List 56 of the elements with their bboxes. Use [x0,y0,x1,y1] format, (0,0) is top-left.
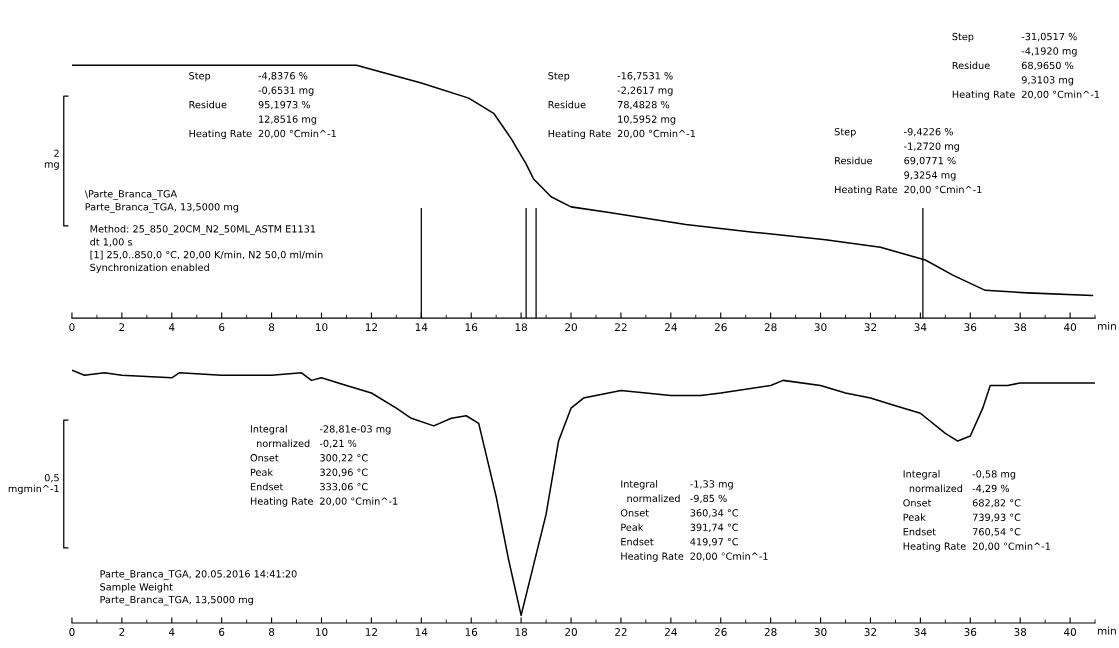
x-tick-label: 8 [268,628,275,636]
x-tick-label: 32 [864,323,877,332]
annotation: Parte_Branca_TGA, 20.05.2016 14:41:20 Sample Weight Parte_Branca_TGA, 13,5000 mg [100,570,297,606]
x-tick-label: 30 [814,628,827,636]
x-tick-label: 20 [565,323,577,332]
x-tick-label: 2 [119,323,125,331]
x-tick-label: 24 [664,323,677,331]
y-axis-title: 2 mg [44,149,59,170]
text: Integral -1,33 mg normalized -9,85 % Onset 360,34 °C Peak 391,74 °C Endset 419,97 °C Heating Rate 20,00 °Cmin^-1 [620,480,768,562]
x-tick-label: 6 [219,628,225,636]
text: Step -4,8376 % -0,6531 mg Residue 95,1973 % 12,8516 mg Heating Rate 20,00 °Cmin^-1 [189,72,336,140]
annotation: \Parte_Branca_TGA Parte_Branca_TGA, 13,5000 mg [84,190,239,213]
x-tick-label: 16 [465,628,478,636]
x-tick-label: 30 [814,323,827,332]
x-tick-label: 22 [615,628,627,636]
x-tick-label: 12 [365,628,377,636]
x-tick-label: 24 [664,628,677,636]
x-tick-label: 4 [168,628,175,636]
text: Step -31,0517 % -4,1920 mg Residue 68,9650 % 9,3103 mg Heating Rate 20,00 °Cmin^-1 [952,32,1100,100]
y-axis-title: 0,5 mgmin^-1 [8,474,59,495]
x-tick-label: 36 [964,323,977,332]
x-tick-label: 38 [1014,628,1027,636]
x-tick-label: 20 [565,628,577,636]
x-tick-label: 28 [764,323,777,332]
x-tick-label: 26 [714,628,727,636]
x-tick-label: 14 [415,323,428,331]
x-tick-label: 18 [515,323,528,332]
x-tick-label: 14 [415,628,428,636]
x-tick-label: 40 [1063,628,1077,636]
x-tick-label: 12 [365,323,377,331]
x-tick-label: 8 [268,323,275,332]
x-tick-label: 4 [168,323,175,331]
x-tick-label: 26 [714,323,727,332]
text: Integral -28,81e-03 mg normalized -0,21 % Onset 300,22 °C Peak 320,96 °C Endset 333,06 °C Heating Rate 20,00 °Cmin^-1 [250,425,398,507]
x-tick-label: 34 [914,323,927,332]
x-tick-label: 18 [515,628,528,636]
x-tick-label: 34 [914,628,927,636]
x-tick-label: 0 [69,628,75,636]
x-tick-label: 6 [219,323,225,332]
text: Integral -0,58 mg normalized -4,29 % Onset 682,82 °C Peak 739,93 °C Endset 760,54 °C Heating Rate 20,00 °Cmin^-1 [903,470,1050,552]
x-tick-label: 16 [465,323,478,332]
annotation: Method: 25_850_20CM_N2_50ML_ASTM E1131 dt 1,00 s [1] 25,0..850,0 °C, 20,00 K/min, N2 50,0 ml/min Synchronization enabled [90,225,323,273]
x-axis-title: min [1098,321,1116,330]
x-tick-label: 22 [615,323,627,331]
x-tick-label: 38 [1014,323,1027,332]
x-tick-label: 10 [316,628,328,636]
x-axis-title: min [1098,626,1116,635]
x-tick-label: 28 [764,628,777,636]
x-tick-label: 32 [864,628,877,636]
x-tick-label: 2 [119,628,125,636]
x-tick-label: 0 [69,323,75,332]
text: Step -16,7531 % -2,2617 mg Residue 78,4828 % 10,5952 mg Heating Rate 20,00 °Cmin^-1 [548,72,695,140]
x-tick-label: 36 [964,628,977,636]
x-tick-label: 10 [316,323,328,332]
text: Step -9,4226 % -1,2720 mg Residue 69,0771 % 9,3254 mg Heating Rate 20,00 °Cmin^-1 [834,128,982,196]
x-tick-label: 40 [1063,323,1077,332]
